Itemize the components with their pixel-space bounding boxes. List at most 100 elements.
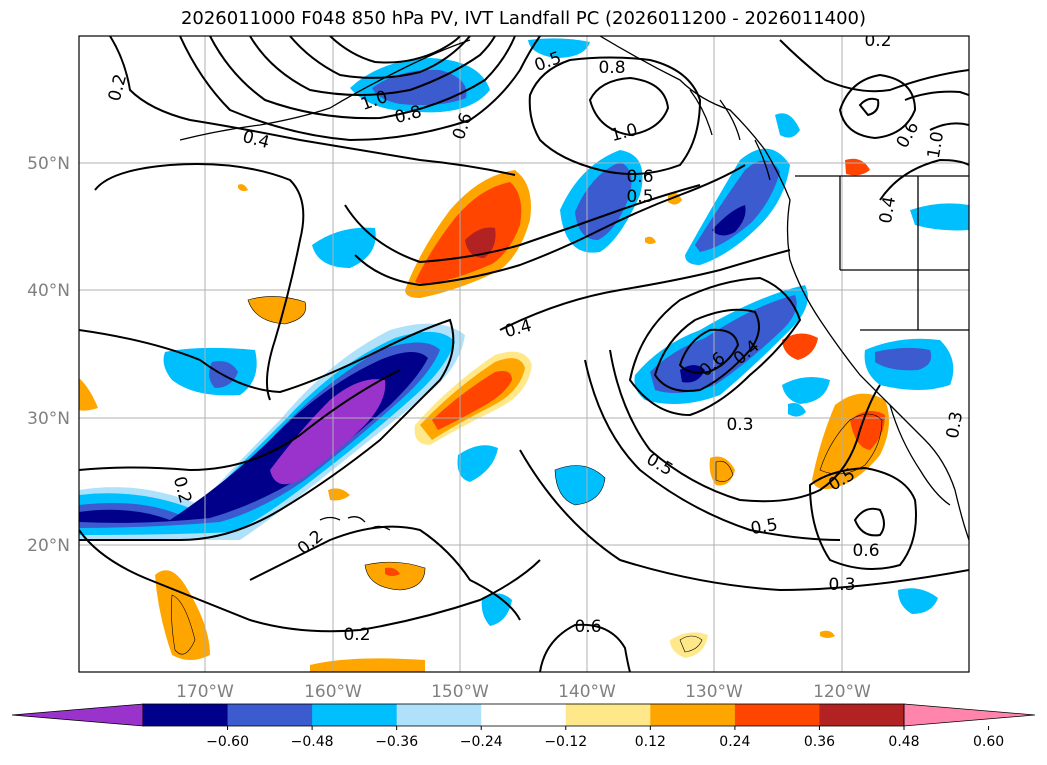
pv-positive-blob — [782, 333, 818, 360]
pv-outline — [715, 461, 734, 482]
contour-label: 0.5 — [626, 187, 653, 207]
pv-positive-blob — [238, 184, 248, 192]
colorbar-segment — [734, 704, 820, 726]
colorbar-label: −0.12 — [544, 734, 587, 750]
colorbar-label: 0.12 — [635, 734, 666, 750]
pv-negative-blob — [457, 445, 498, 482]
contour-line — [209, 36, 516, 120]
colorbar-frame — [142, 703, 905, 727]
colorbar-segment — [312, 704, 398, 726]
state-borders — [839, 176, 969, 331]
colorbar-label: −0.24 — [460, 734, 503, 750]
pv-outline — [819, 413, 883, 475]
contour-label: 0.6 — [574, 617, 601, 637]
contour-label: 0.2 — [864, 31, 891, 51]
contour-line — [289, 36, 471, 79]
pv-outline — [247, 296, 307, 325]
colorbar-extend-high — [903, 703, 1036, 727]
contour-line — [779, 39, 969, 93]
pv-negative-blob — [270, 379, 386, 485]
lon-label: 130°W — [685, 682, 743, 702]
map-title: 2026011000 F048 850 hPa PV, IVT Landfall… — [180, 8, 867, 29]
plot-frame — [78, 35, 970, 673]
pv-outline — [554, 465, 606, 506]
pv-outline — [171, 594, 196, 655]
contour-line — [179, 36, 541, 142]
colorbar-label: −0.36 — [375, 734, 418, 750]
contour-line — [519, 449, 969, 592]
pv-positive-blob — [850, 411, 885, 450]
contour-line — [584, 359, 841, 541]
contour-line — [678, 328, 740, 374]
pv-positive-blob — [645, 236, 656, 244]
contour-label: 0.3 — [828, 575, 855, 595]
colorbar-label: 0.36 — [804, 734, 835, 750]
contour-label: 0.6 — [852, 541, 879, 561]
pv-negative-blob — [875, 347, 932, 371]
colorbar-segment — [565, 704, 651, 726]
pv-positive-blob — [432, 371, 512, 430]
contour-line — [79, 529, 541, 633]
colorbar-segment — [143, 704, 229, 726]
contour-line — [109, 36, 516, 176]
coastline-alaska-islands — [179, 39, 471, 141]
contour-label: 0.8 — [598, 58, 625, 78]
contour-line — [653, 308, 760, 392]
contour-line — [588, 76, 670, 137]
lat-label: 50°N — [27, 154, 70, 174]
pv-negative-blob — [898, 588, 938, 614]
coastline-north-america — [599, 36, 969, 541]
contour-line — [249, 36, 496, 96]
contour-line — [354, 164, 746, 287]
pv-negative-blob — [788, 403, 806, 417]
contour-line — [539, 623, 631, 672]
contour-lines — [79, 36, 969, 672]
pv-positive-blob — [385, 567, 400, 576]
pv-negative-blob — [775, 113, 800, 138]
pv-positive-blob — [465, 227, 496, 258]
contour-line — [499, 249, 791, 331]
lon-label: 120°W — [813, 682, 871, 702]
contour-line — [94, 163, 305, 401]
coastline-panhandle — [689, 89, 771, 181]
contour-line — [528, 56, 702, 175]
pv-positive-blob — [310, 658, 425, 672]
pv-outlines — [171, 296, 883, 655]
lon-label: 140°W — [558, 682, 616, 702]
lon-label: 150°W — [431, 682, 489, 702]
contour-line — [904, 90, 969, 101]
colorbar-segment — [396, 704, 482, 726]
coastline-baja — [889, 404, 951, 506]
contour-line — [879, 158, 969, 201]
pv-outline — [364, 561, 426, 591]
contour-line — [609, 349, 881, 503]
pv-positive-blob — [248, 296, 306, 324]
colorbar: −0.60 −0.48 −0.36 −0.24 −0.12 0.12 0.24 0.36 0.4… — [11, 703, 1036, 750]
colorbar-segment — [650, 704, 736, 726]
contour-line — [838, 73, 917, 140]
latitude-labels: 50°N 40°N 30°N 20°N — [27, 154, 70, 556]
contour-label: 0.3 — [726, 415, 753, 435]
lat-label: 40°N — [27, 281, 70, 301]
pv-positive-blob — [79, 378, 98, 411]
contour-label: 1.0 — [924, 130, 948, 160]
shading-layer — [79, 38, 969, 672]
pv-negative-blob — [312, 227, 376, 268]
pv-negative-blob — [712, 205, 746, 236]
lon-label: 170°W — [176, 682, 234, 702]
colorbar-extend-low — [11, 703, 144, 727]
graticule — [79, 36, 969, 672]
contour-label: 0.3 — [943, 410, 967, 440]
contour-label: 0.4 — [876, 195, 900, 225]
pv-positive-blob — [155, 570, 210, 660]
colorbar-label: 0.60 — [973, 734, 1004, 750]
contour-line — [79, 369, 401, 472]
pv-negative-blob — [910, 203, 969, 231]
pv-positive-blob — [820, 630, 835, 638]
lat-label: 20°N — [27, 536, 70, 556]
lon-label: 160°W — [304, 682, 362, 702]
contour-line — [249, 525, 521, 621]
pv-negative-blob — [555, 465, 605, 505]
coastlines — [179, 36, 969, 541]
